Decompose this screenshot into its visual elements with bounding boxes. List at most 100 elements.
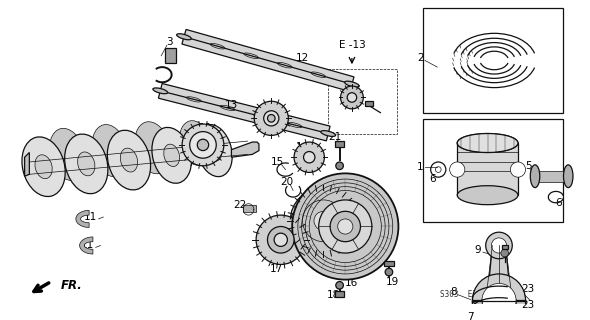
Circle shape xyxy=(274,233,287,246)
Ellipse shape xyxy=(107,130,150,190)
Text: 14: 14 xyxy=(296,142,309,152)
Text: 8: 8 xyxy=(450,287,457,297)
Circle shape xyxy=(337,219,353,234)
Circle shape xyxy=(486,232,512,259)
Circle shape xyxy=(491,238,507,253)
Circle shape xyxy=(314,211,333,230)
Text: 11: 11 xyxy=(83,212,97,222)
Polygon shape xyxy=(231,142,259,157)
Ellipse shape xyxy=(457,133,518,153)
Circle shape xyxy=(385,268,393,276)
Ellipse shape xyxy=(153,88,168,94)
Ellipse shape xyxy=(78,152,95,176)
Ellipse shape xyxy=(164,144,179,166)
Bar xyxy=(384,261,394,266)
Bar xyxy=(243,205,256,212)
Bar xyxy=(479,314,485,317)
Circle shape xyxy=(450,162,465,177)
Text: 23: 23 xyxy=(521,284,534,294)
Text: 20: 20 xyxy=(280,177,293,187)
Bar xyxy=(423,119,563,222)
Circle shape xyxy=(473,274,526,320)
Circle shape xyxy=(256,215,306,264)
Circle shape xyxy=(303,152,315,163)
Ellipse shape xyxy=(530,165,540,188)
Text: 3: 3 xyxy=(166,37,173,47)
Ellipse shape xyxy=(457,133,518,153)
Circle shape xyxy=(182,124,224,166)
Text: 23: 23 xyxy=(521,300,534,310)
Ellipse shape xyxy=(135,122,171,174)
Text: 19: 19 xyxy=(386,277,399,287)
Circle shape xyxy=(336,162,343,170)
Text: 11: 11 xyxy=(81,240,94,251)
Bar xyxy=(457,143,518,195)
Bar xyxy=(535,171,568,182)
Circle shape xyxy=(267,115,275,122)
Text: 10: 10 xyxy=(199,123,212,133)
Ellipse shape xyxy=(207,140,221,161)
Ellipse shape xyxy=(92,124,128,177)
Bar xyxy=(502,245,507,249)
Bar xyxy=(165,48,176,63)
Bar xyxy=(335,291,345,297)
Text: 6: 6 xyxy=(555,198,562,208)
Ellipse shape xyxy=(179,121,211,165)
Text: FR.: FR. xyxy=(61,279,83,292)
Ellipse shape xyxy=(196,124,232,177)
Text: 2: 2 xyxy=(417,52,424,63)
Circle shape xyxy=(482,284,516,317)
Text: 17: 17 xyxy=(270,264,283,274)
Bar xyxy=(423,8,563,113)
Text: 21: 21 xyxy=(328,132,342,142)
Ellipse shape xyxy=(457,186,518,205)
Circle shape xyxy=(347,93,357,102)
Bar xyxy=(335,141,345,147)
Circle shape xyxy=(319,200,372,253)
Circle shape xyxy=(336,282,343,289)
Ellipse shape xyxy=(345,81,359,87)
Polygon shape xyxy=(25,153,30,176)
Ellipse shape xyxy=(176,34,191,40)
Ellipse shape xyxy=(120,148,137,172)
Text: 15: 15 xyxy=(271,157,284,167)
Text: 6: 6 xyxy=(430,174,436,184)
Ellipse shape xyxy=(35,155,53,179)
Circle shape xyxy=(267,227,294,253)
Circle shape xyxy=(501,249,509,257)
Polygon shape xyxy=(158,84,330,141)
Circle shape xyxy=(510,162,526,177)
Polygon shape xyxy=(486,245,512,300)
Text: 1: 1 xyxy=(417,162,424,172)
Bar xyxy=(365,101,373,106)
Text: 13: 13 xyxy=(225,100,238,110)
Polygon shape xyxy=(473,300,526,319)
Circle shape xyxy=(340,86,363,109)
Circle shape xyxy=(264,111,279,126)
Polygon shape xyxy=(182,29,354,92)
Circle shape xyxy=(330,211,360,242)
Ellipse shape xyxy=(321,131,336,136)
Text: 9: 9 xyxy=(475,245,481,255)
Circle shape xyxy=(197,139,209,151)
Circle shape xyxy=(294,142,324,172)
Circle shape xyxy=(290,188,357,254)
Text: 5: 5 xyxy=(525,161,532,171)
Text: E -13: E -13 xyxy=(339,40,365,50)
Polygon shape xyxy=(80,237,93,254)
Text: S303  E1600 A: S303 E1600 A xyxy=(441,290,500,299)
Bar xyxy=(328,69,396,133)
Ellipse shape xyxy=(152,127,191,183)
Circle shape xyxy=(190,132,217,158)
Ellipse shape xyxy=(50,128,85,180)
Text: 12: 12 xyxy=(296,52,309,63)
Ellipse shape xyxy=(22,137,65,196)
Circle shape xyxy=(254,101,289,135)
Circle shape xyxy=(481,316,490,320)
Circle shape xyxy=(303,200,345,242)
Text: 7: 7 xyxy=(467,312,474,320)
Text: 18: 18 xyxy=(326,290,340,300)
Ellipse shape xyxy=(563,165,573,188)
Text: 16: 16 xyxy=(345,278,359,288)
Polygon shape xyxy=(76,210,89,228)
